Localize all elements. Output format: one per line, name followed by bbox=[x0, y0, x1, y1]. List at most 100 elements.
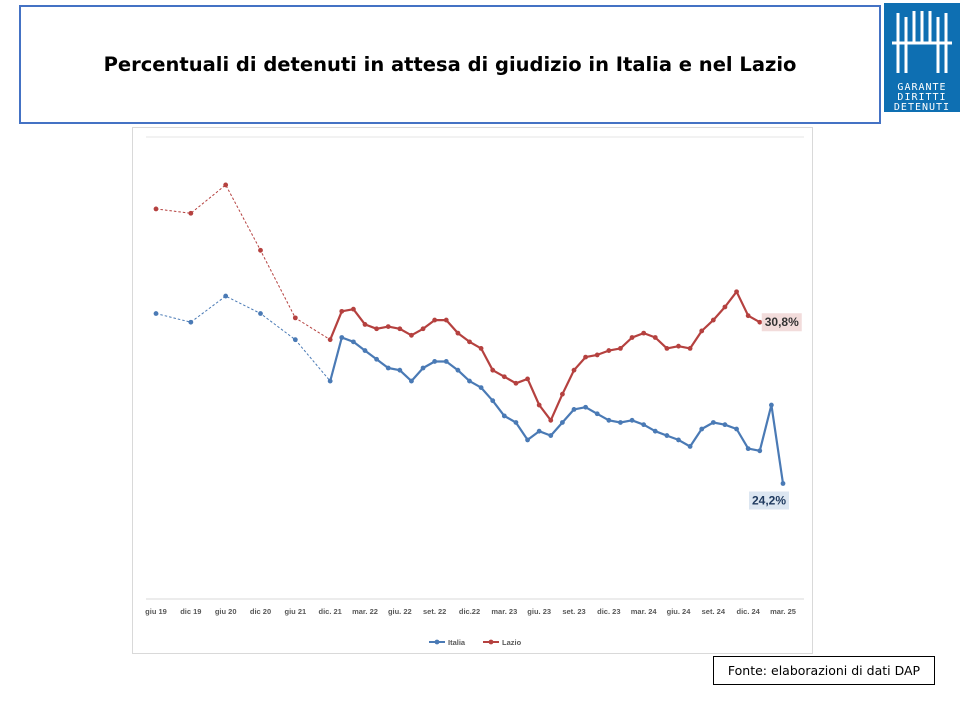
logo-line-3: DETENUTI bbox=[893, 102, 951, 113]
data-point bbox=[490, 398, 496, 404]
data-point bbox=[258, 247, 263, 253]
x-tick-label: giu 20 bbox=[215, 607, 237, 616]
data-point bbox=[629, 417, 635, 423]
data-point bbox=[687, 444, 693, 449]
data-point bbox=[606, 417, 612, 423]
data-point bbox=[745, 313, 751, 319]
data-point bbox=[548, 417, 554, 423]
data-point bbox=[780, 481, 786, 486]
legend-swatch-marker bbox=[488, 639, 494, 645]
x-tick-label: giu. 22 bbox=[388, 607, 412, 616]
data-point bbox=[513, 380, 519, 386]
data-point bbox=[641, 422, 647, 428]
legend-label: Italia bbox=[448, 638, 466, 647]
data-point bbox=[722, 422, 728, 428]
data-point bbox=[745, 446, 751, 452]
data-point bbox=[327, 378, 333, 384]
data-point bbox=[362, 322, 368, 327]
data-point bbox=[397, 367, 403, 373]
data-point bbox=[536, 428, 542, 434]
data-point bbox=[339, 335, 345, 340]
data-point bbox=[223, 182, 229, 188]
x-tick-label: mar. 25 bbox=[770, 607, 796, 616]
data-point bbox=[676, 437, 681, 443]
chart-frame: giu 19 dic 19 giu 20 dic 20 giu 21 dic. 21 mar… bbox=[132, 127, 813, 654]
x-tick-label: giu. 23 bbox=[527, 607, 551, 616]
data-point bbox=[339, 308, 345, 314]
x-tick-label: set. 22 bbox=[423, 607, 446, 616]
data-point bbox=[687, 345, 693, 351]
series-line bbox=[329, 336, 785, 484]
data-label-background bbox=[749, 491, 789, 510]
data-point bbox=[734, 426, 739, 432]
data-point bbox=[757, 448, 763, 454]
x-tick-label: dic 19 bbox=[180, 607, 201, 616]
data-point bbox=[594, 411, 600, 417]
source-box: Fonte: elaborazioni di dati DAP bbox=[713, 656, 935, 685]
data-label-background bbox=[761, 313, 802, 332]
data-point bbox=[292, 337, 298, 343]
legend-label: Lazio bbox=[502, 638, 522, 647]
data-point bbox=[501, 413, 507, 419]
data-point bbox=[560, 391, 565, 397]
data-point bbox=[652, 428, 658, 434]
data-point bbox=[652, 335, 658, 340]
series-line-dashed bbox=[155, 184, 331, 341]
x-tick-label: dic.22 bbox=[459, 607, 480, 616]
x-tick-label: mar. 24 bbox=[631, 607, 658, 616]
x-tick-label: mar. 22 bbox=[352, 607, 378, 616]
data-point bbox=[443, 317, 449, 323]
title-box: Percentuali di detenuti in attesa di giu… bbox=[19, 5, 881, 124]
data-point bbox=[455, 367, 461, 373]
data-point bbox=[153, 311, 159, 316]
x-tick-label: giu 19 bbox=[145, 607, 167, 616]
data-point bbox=[385, 365, 391, 371]
data-point bbox=[374, 326, 379, 332]
page-title: Percentuali di detenuti in attesa di giu… bbox=[103, 53, 797, 76]
x-tick-label: mar. 23 bbox=[491, 607, 517, 616]
data-point bbox=[223, 293, 229, 299]
series-line bbox=[329, 290, 761, 422]
data-point bbox=[548, 433, 554, 438]
data-point bbox=[467, 378, 472, 384]
x-tick-label: dic 20 bbox=[250, 607, 271, 616]
data-point bbox=[606, 348, 612, 353]
logo-line-1: GARANTE bbox=[897, 82, 947, 93]
data-point bbox=[432, 359, 438, 364]
data-point bbox=[513, 420, 519, 425]
data-point bbox=[351, 339, 356, 345]
data-point bbox=[443, 359, 449, 364]
data-point bbox=[710, 317, 716, 323]
data-point bbox=[432, 317, 438, 323]
series-line-dashed bbox=[155, 295, 331, 382]
x-tick-label: giu 21 bbox=[284, 607, 306, 616]
data-point bbox=[734, 289, 739, 295]
data-point bbox=[583, 404, 588, 410]
x-tick-label: dic. 24 bbox=[736, 607, 760, 616]
data-point bbox=[618, 420, 623, 425]
data-point bbox=[374, 356, 379, 362]
data-point bbox=[583, 354, 588, 360]
data-point bbox=[327, 337, 333, 343]
data-point bbox=[769, 402, 774, 408]
data-point bbox=[478, 345, 484, 351]
data-point bbox=[351, 306, 356, 312]
data-point bbox=[699, 328, 705, 334]
data-point bbox=[525, 437, 530, 443]
data-point bbox=[409, 332, 414, 338]
data-point bbox=[641, 330, 647, 336]
data-point bbox=[455, 330, 461, 336]
data-point bbox=[188, 210, 194, 216]
garante-logo: GARANTE DIRITTI DETENUTI bbox=[884, 3, 960, 113]
data-label: 24,2% bbox=[752, 494, 786, 508]
data-point bbox=[420, 365, 426, 371]
x-tick-label: dic. 21 bbox=[318, 607, 341, 616]
x-tick-label: set. 24 bbox=[702, 607, 726, 616]
data-point bbox=[292, 315, 298, 321]
data-point bbox=[594, 352, 600, 358]
logo-line-2: DIRITTI bbox=[897, 92, 947, 103]
line-chart: giu 19 dic 19 giu 20 dic 20 giu 21 dic. 21 mar… bbox=[145, 136, 804, 647]
data-point bbox=[710, 420, 716, 425]
data-point bbox=[664, 433, 670, 438]
data-point bbox=[629, 335, 635, 340]
